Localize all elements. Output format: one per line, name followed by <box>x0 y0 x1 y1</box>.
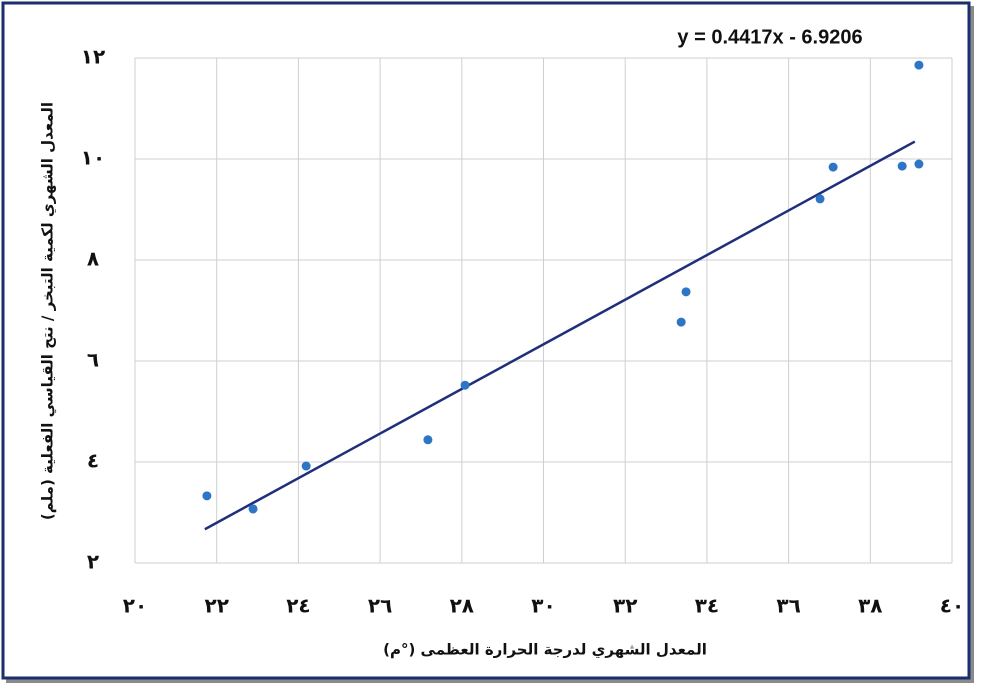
y-axis-title: المعدل الشهري لكمية التبخر / نتح القياسي… <box>39 102 58 520</box>
y-tick-label: ١٢ <box>81 45 105 69</box>
data-point <box>301 461 311 471</box>
data-point <box>423 435 433 445</box>
data-point <box>914 60 924 70</box>
x-tick-label: ٢٢ <box>204 594 228 618</box>
y-tick-label: ٢ <box>87 550 99 574</box>
data-point <box>202 491 212 501</box>
x-tick-label: ٣٤ <box>695 594 719 618</box>
data-point <box>676 317 686 327</box>
y-tick-label: ٤ <box>87 449 99 473</box>
x-axis-title: المعدل الشهري لدرجة الحرارة العظمى (°م) <box>383 641 707 660</box>
frame <box>1 1 971 680</box>
x-tick-label: ٢٠ <box>123 594 147 618</box>
trendline-equation: y = 0.4417x - 6.9206 <box>677 26 862 48</box>
data-point <box>815 194 825 204</box>
x-tick-label: ٢٦ <box>368 594 392 618</box>
x-tick-label: ٢٤ <box>286 594 310 618</box>
data-point <box>914 159 924 169</box>
data-point <box>828 162 838 172</box>
data-point <box>248 504 258 514</box>
x-tick-label: ٣٢ <box>613 594 637 618</box>
x-tick-label: ٣٨ <box>858 594 882 618</box>
x-tick-label: ٣٦ <box>776 594 800 618</box>
data-point <box>681 287 691 297</box>
y-tick-label: ٨ <box>87 247 99 271</box>
x-tick-label: ٣٠ <box>531 594 555 618</box>
y-tick-label: ٦ <box>87 348 99 372</box>
y-tick-label: ١٠ <box>81 146 105 170</box>
trendline <box>204 140 916 531</box>
x-tick-label: ٢٨ <box>450 594 474 618</box>
data-point <box>897 161 907 171</box>
data-point <box>460 380 470 390</box>
x-tick-label: ٤٠ <box>940 594 964 618</box>
